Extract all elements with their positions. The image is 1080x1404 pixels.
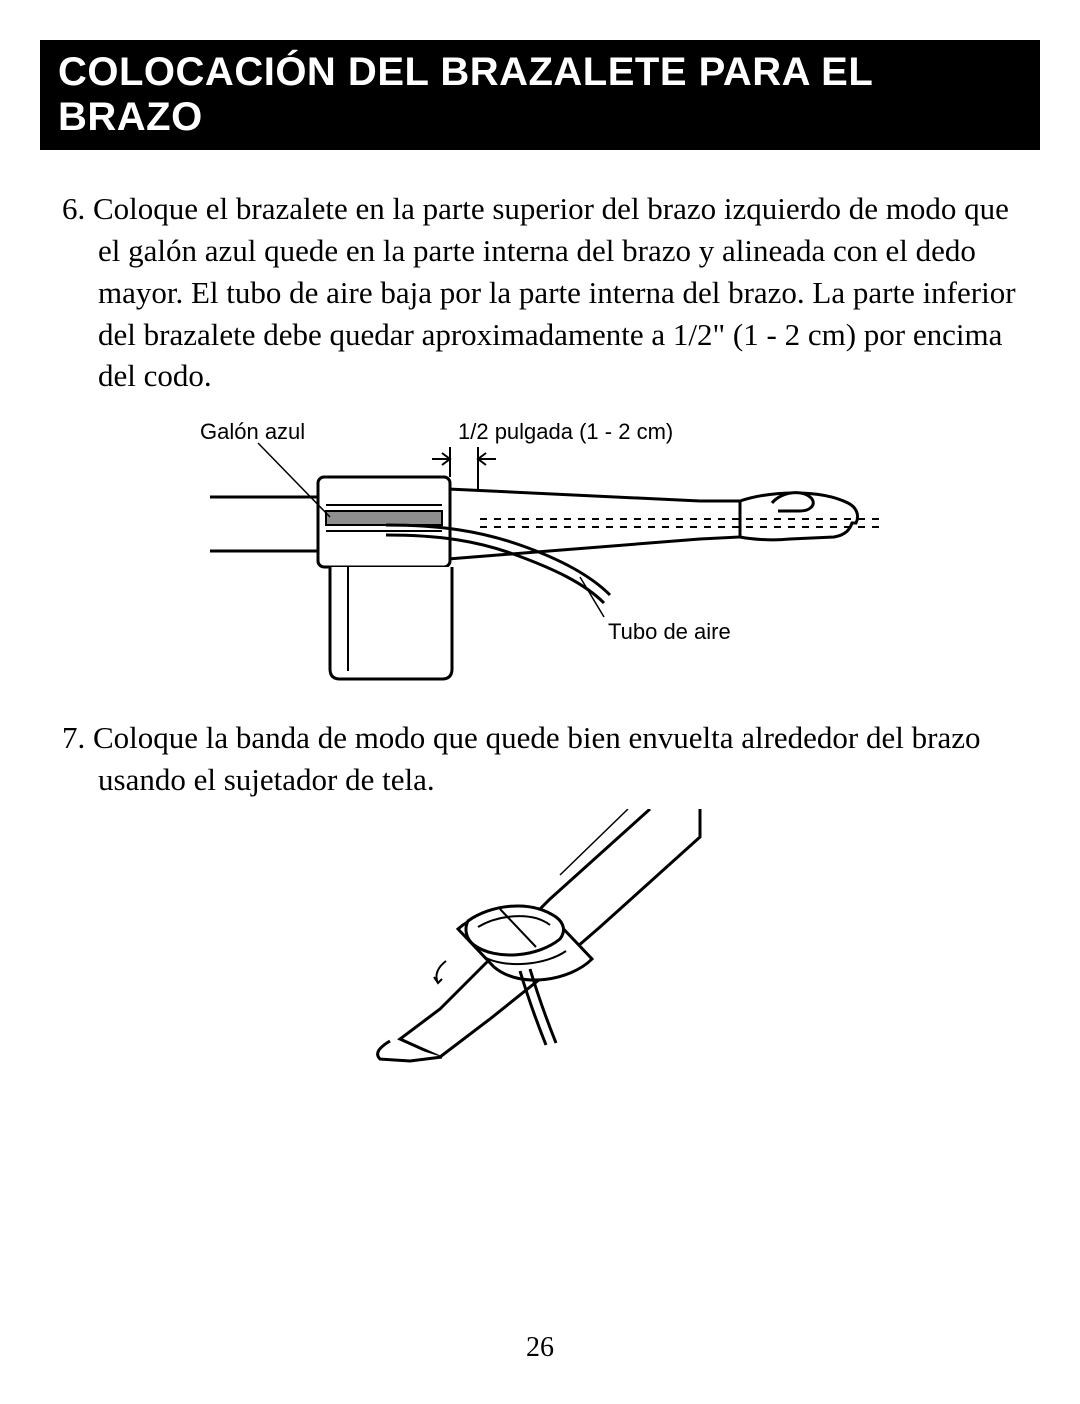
cuff-placement-diagram-icon (180, 419, 900, 689)
step-text: Coloque el brazalete en la parte superio… (93, 191, 1016, 393)
title-bar: COLOCACIÓN DEL BRAZALETE PARA EL BRAZO (40, 40, 1040, 150)
label-gap-distance: 1/2 pulgada (1 - 2 cm) (458, 419, 673, 445)
instruction-step-6: 6. Coloque el brazalete en la parte supe… (62, 188, 1020, 397)
label-blue-stripe: Galón azul (200, 419, 305, 445)
cuff-wrap-diagram-icon (350, 809, 770, 1069)
figure-cuff-placement: Galón azul 1/2 pulgada (1 - 2 cm) Tubo d… (180, 419, 900, 689)
step-number: 7. (62, 720, 85, 755)
page: COLOCACIÓN DEL BRAZALETE PARA EL BRAZO 6… (0, 0, 1080, 1404)
step-number: 6. (62, 191, 85, 226)
label-air-tube: Tubo de aire (608, 619, 731, 645)
blue-stripe-region (326, 511, 442, 525)
page-title: COLOCACIÓN DEL BRAZALETE PARA EL BRAZO (58, 50, 1022, 140)
figure-cuff-wrap (350, 809, 770, 1069)
step-text: Coloque la banda de modo que quede bien … (93, 720, 980, 797)
page-number: 26 (0, 1332, 1080, 1364)
instruction-step-7: 7. Coloque la banda de modo que quede bi… (62, 717, 1020, 801)
